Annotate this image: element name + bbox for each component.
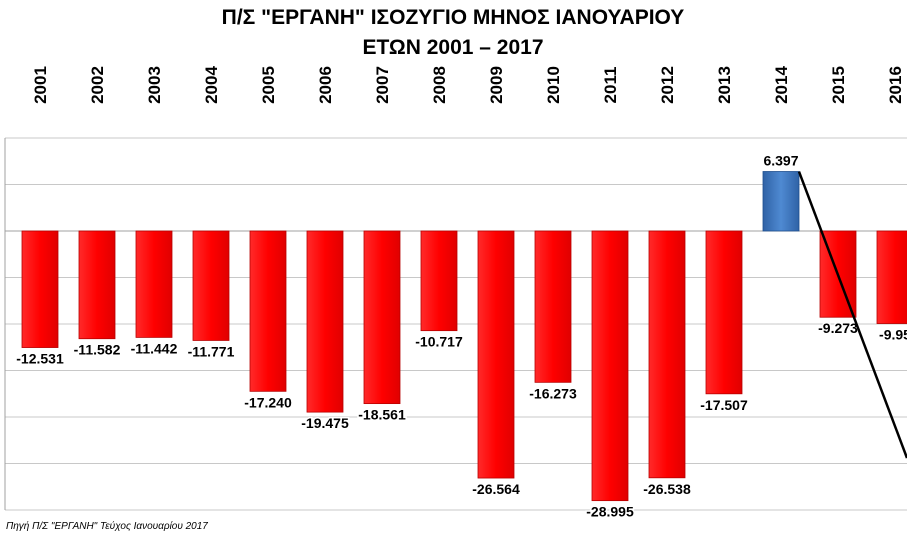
- bar-2005: [249, 230, 287, 392]
- year-label-2004: 2004: [202, 66, 221, 104]
- trend-line-segment: [797, 171, 907, 459]
- year-label-2002: 2002: [88, 66, 107, 104]
- data-labels: -12.531 -11.582 -11.442 -11.771 -17.240 -19.4…: [15, 151, 907, 521]
- year-label-2007: 2007: [373, 66, 392, 104]
- data-label-2008: -10.717: [415, 334, 463, 350]
- year-label-2009: 2009: [487, 66, 506, 104]
- year-label-2014: 2014: [772, 66, 791, 104]
- bar-2003: [135, 230, 173, 338]
- bar-2013: [705, 230, 743, 395]
- year-label-2008: 2008: [430, 66, 449, 104]
- data-label-2014: 6.397: [763, 153, 798, 169]
- data-label-2005: -17.240: [244, 394, 292, 410]
- bar-2009: [477, 230, 515, 479]
- bar-2016: [876, 230, 907, 324]
- data-label-2004: -11.771: [188, 343, 235, 359]
- bar-2011: [591, 230, 629, 502]
- bar-2001: [21, 230, 59, 348]
- source-note: Πηγή Π/Σ "ΕΡΓΑΝΗ" Τεύχος Ιανουαρίου 2017: [6, 520, 208, 532]
- bar-2008: [420, 230, 458, 332]
- year-label-2015: 2015: [829, 66, 848, 104]
- chart-title: Π/Σ "ΕΡΓΑΝΗ" ΙΣΟΖΥΓΙΟ ΜΗΝΟΣ ΙΑΝΟΥΑΡΙΟΥ: [222, 6, 685, 29]
- data-label-2009: -26.564: [472, 481, 520, 497]
- chart-subtitle: ΕΤΩΝ 2001 – 2017: [362, 36, 543, 59]
- data-label-2002: -11.582: [74, 342, 121, 358]
- data-label-2010: -16.273: [529, 385, 577, 401]
- trend-line: [797, 171, 907, 459]
- data-label-2011: -28.995: [586, 504, 634, 520]
- data-label-2015: -9.273: [818, 320, 858, 336]
- year-label-2005: 2005: [259, 66, 278, 104]
- bar-2012: [648, 230, 686, 479]
- bar-2002: [78, 230, 116, 340]
- year-label-2016: 2016: [886, 66, 905, 104]
- bars: [21, 171, 907, 502]
- bar-2004: [192, 230, 230, 341]
- data-label-2012: -26.538: [643, 481, 691, 497]
- bar-2006: [306, 230, 344, 413]
- data-label-2006: -19.475: [301, 415, 349, 431]
- year-label-2010: 2010: [544, 66, 563, 104]
- year-label-2006: 2006: [316, 66, 335, 104]
- year-label-2011: 2011: [601, 67, 620, 104]
- year-label-2013: 2013: [715, 66, 734, 104]
- data-label-2007: -18.561: [358, 407, 406, 423]
- year-label-2012: 2012: [658, 66, 677, 104]
- bar-2007: [363, 230, 401, 405]
- data-label-2003: -11.442: [131, 340, 178, 356]
- bar-2010: [534, 230, 572, 383]
- year-label-2001: 2001: [31, 66, 50, 104]
- data-label-2013: -17.507: [700, 397, 748, 413]
- data-label-2016: -9.95: [879, 327, 907, 343]
- data-label-2001: -12.531: [16, 351, 64, 367]
- year-label-2003: 2003: [145, 66, 164, 104]
- year-labels: 2001 2002 2003 2004 2005 2006 2007 2008 2009 2010…: [31, 66, 905, 104]
- bar-2014: [762, 171, 800, 232]
